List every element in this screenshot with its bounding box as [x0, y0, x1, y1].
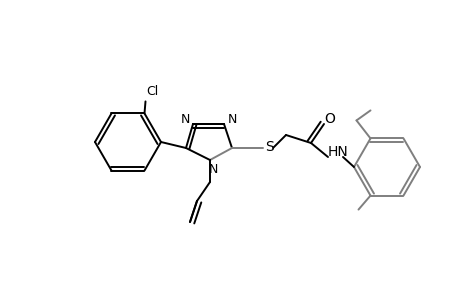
Text: N: N: [180, 112, 189, 125]
Text: HN: HN: [327, 145, 347, 159]
Text: S: S: [265, 140, 274, 154]
Text: N: N: [208, 163, 217, 176]
Text: Cl: Cl: [146, 85, 158, 98]
Text: N: N: [227, 112, 236, 125]
Text: O: O: [324, 112, 335, 126]
